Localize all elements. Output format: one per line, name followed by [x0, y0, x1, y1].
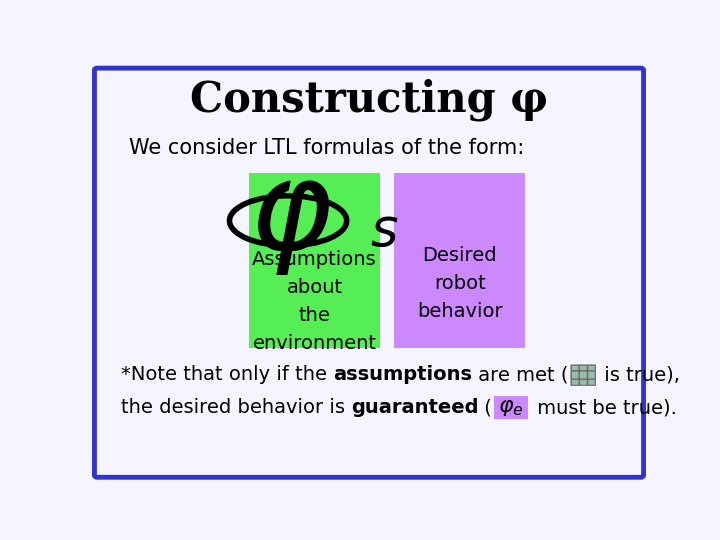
FancyBboxPatch shape [571, 364, 595, 384]
Text: $\varphi_e$: $\varphi_e$ [498, 396, 524, 417]
FancyBboxPatch shape [394, 173, 526, 348]
FancyBboxPatch shape [94, 68, 644, 477]
Text: *Note that only if the: *Note that only if the [121, 365, 333, 384]
Text: guaranteed: guaranteed [351, 399, 478, 417]
Text: the desired behavior is: the desired behavior is [121, 399, 351, 417]
Text: Assumptions
about
the
environment: Assumptions about the environment [252, 251, 377, 353]
FancyBboxPatch shape [249, 173, 380, 348]
Text: (: ( [478, 399, 492, 417]
Text: assumptions: assumptions [333, 365, 472, 384]
Text: $s$: $s$ [370, 206, 398, 256]
Text: are met (: are met ( [472, 365, 568, 384]
Text: $\varphi$: $\varphi$ [249, 156, 333, 278]
Text: is true),: is true), [598, 365, 680, 384]
FancyBboxPatch shape [494, 396, 528, 419]
Text: Constructing φ: Constructing φ [190, 79, 548, 122]
Text: Desired
robot
behavior: Desired robot behavior [417, 246, 503, 321]
Text: must be true).: must be true). [531, 399, 677, 417]
Text: We consider LTL formulas of the form:: We consider LTL formulas of the form: [129, 138, 524, 158]
